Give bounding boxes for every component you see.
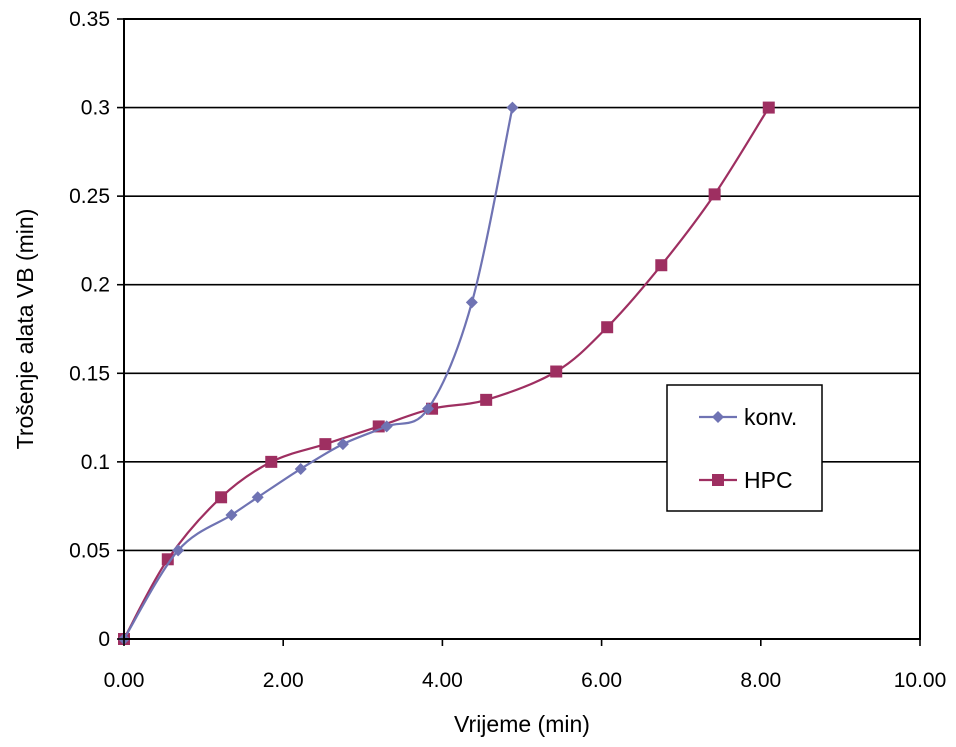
gridlines [124, 106, 920, 552]
data-point-hpc [161, 553, 174, 566]
data-point-konv [506, 101, 519, 114]
legend-item-konv: konv. [699, 404, 797, 430]
y-tick-label: 0.05 [69, 539, 110, 562]
plot-area-border [123, 18, 921, 640]
y-tick-label: 0.2 [81, 274, 110, 297]
data-point-hpc [708, 188, 721, 201]
data-point-konv [172, 544, 185, 557]
y-tick-label: 0 [98, 628, 110, 651]
x-tick-label: 0.00 [104, 669, 145, 692]
y-tick-label: 0.25 [69, 185, 110, 208]
x-tick-label: 4.00 [422, 669, 463, 692]
y-tick-label: 0.3 [81, 97, 110, 120]
x-tick-label: 8.00 [740, 669, 781, 692]
x-tick-label: 10.00 [894, 669, 947, 692]
data-point-konv [225, 509, 238, 521]
data-point-konv [465, 296, 478, 309]
y-tick-label: 0.1 [81, 451, 110, 474]
data-point-hpc [215, 491, 228, 504]
data-point-hpc [655, 259, 668, 272]
legend-items: konv. HPC [699, 404, 797, 493]
series-konv [118, 101, 519, 645]
legend-box [666, 384, 823, 512]
legend-item-hpc: HPC [699, 467, 793, 493]
x-tick-label: 2.00 [263, 669, 304, 692]
data-point-konv [422, 402, 435, 415]
data-point-hpc [265, 455, 278, 468]
y-axis-title: Trošenje alata VB (min) [12, 209, 38, 450]
legend-marker-konv [712, 411, 724, 423]
data-point-hpc [319, 438, 332, 451]
legend-label-hpc: HPC [744, 467, 793, 493]
tick-marks [117, 18, 921, 646]
x-axis-tick-labels: 0.00 2.00 4.00 6.00 8.00 10.00 [104, 669, 947, 692]
legend-label-konv: konv. [744, 404, 797, 430]
legend: konv. HPC [666, 384, 823, 512]
x-axis-title: Vrijeme (min) [454, 711, 590, 737]
y-axis-tick-labels: 0 0.05 0.1 0.15 0.2 0.25 0.3 0.35 [69, 8, 110, 651]
data-point-hpc [601, 321, 614, 334]
data-point-konv [380, 420, 393, 433]
series-layer [118, 101, 775, 645]
data-point-konv [336, 438, 349, 451]
x-tick-label: 6.00 [581, 669, 622, 692]
data-point-hpc [762, 101, 775, 114]
data-point-hpc [550, 365, 563, 378]
y-tick-label: 0.35 [69, 8, 110, 31]
legend-marker-hpc [712, 474, 724, 486]
data-point-hpc [480, 393, 493, 406]
data-point-konv [294, 462, 307, 475]
y-tick-label: 0.15 [69, 362, 110, 385]
data-point-konv [251, 491, 264, 504]
